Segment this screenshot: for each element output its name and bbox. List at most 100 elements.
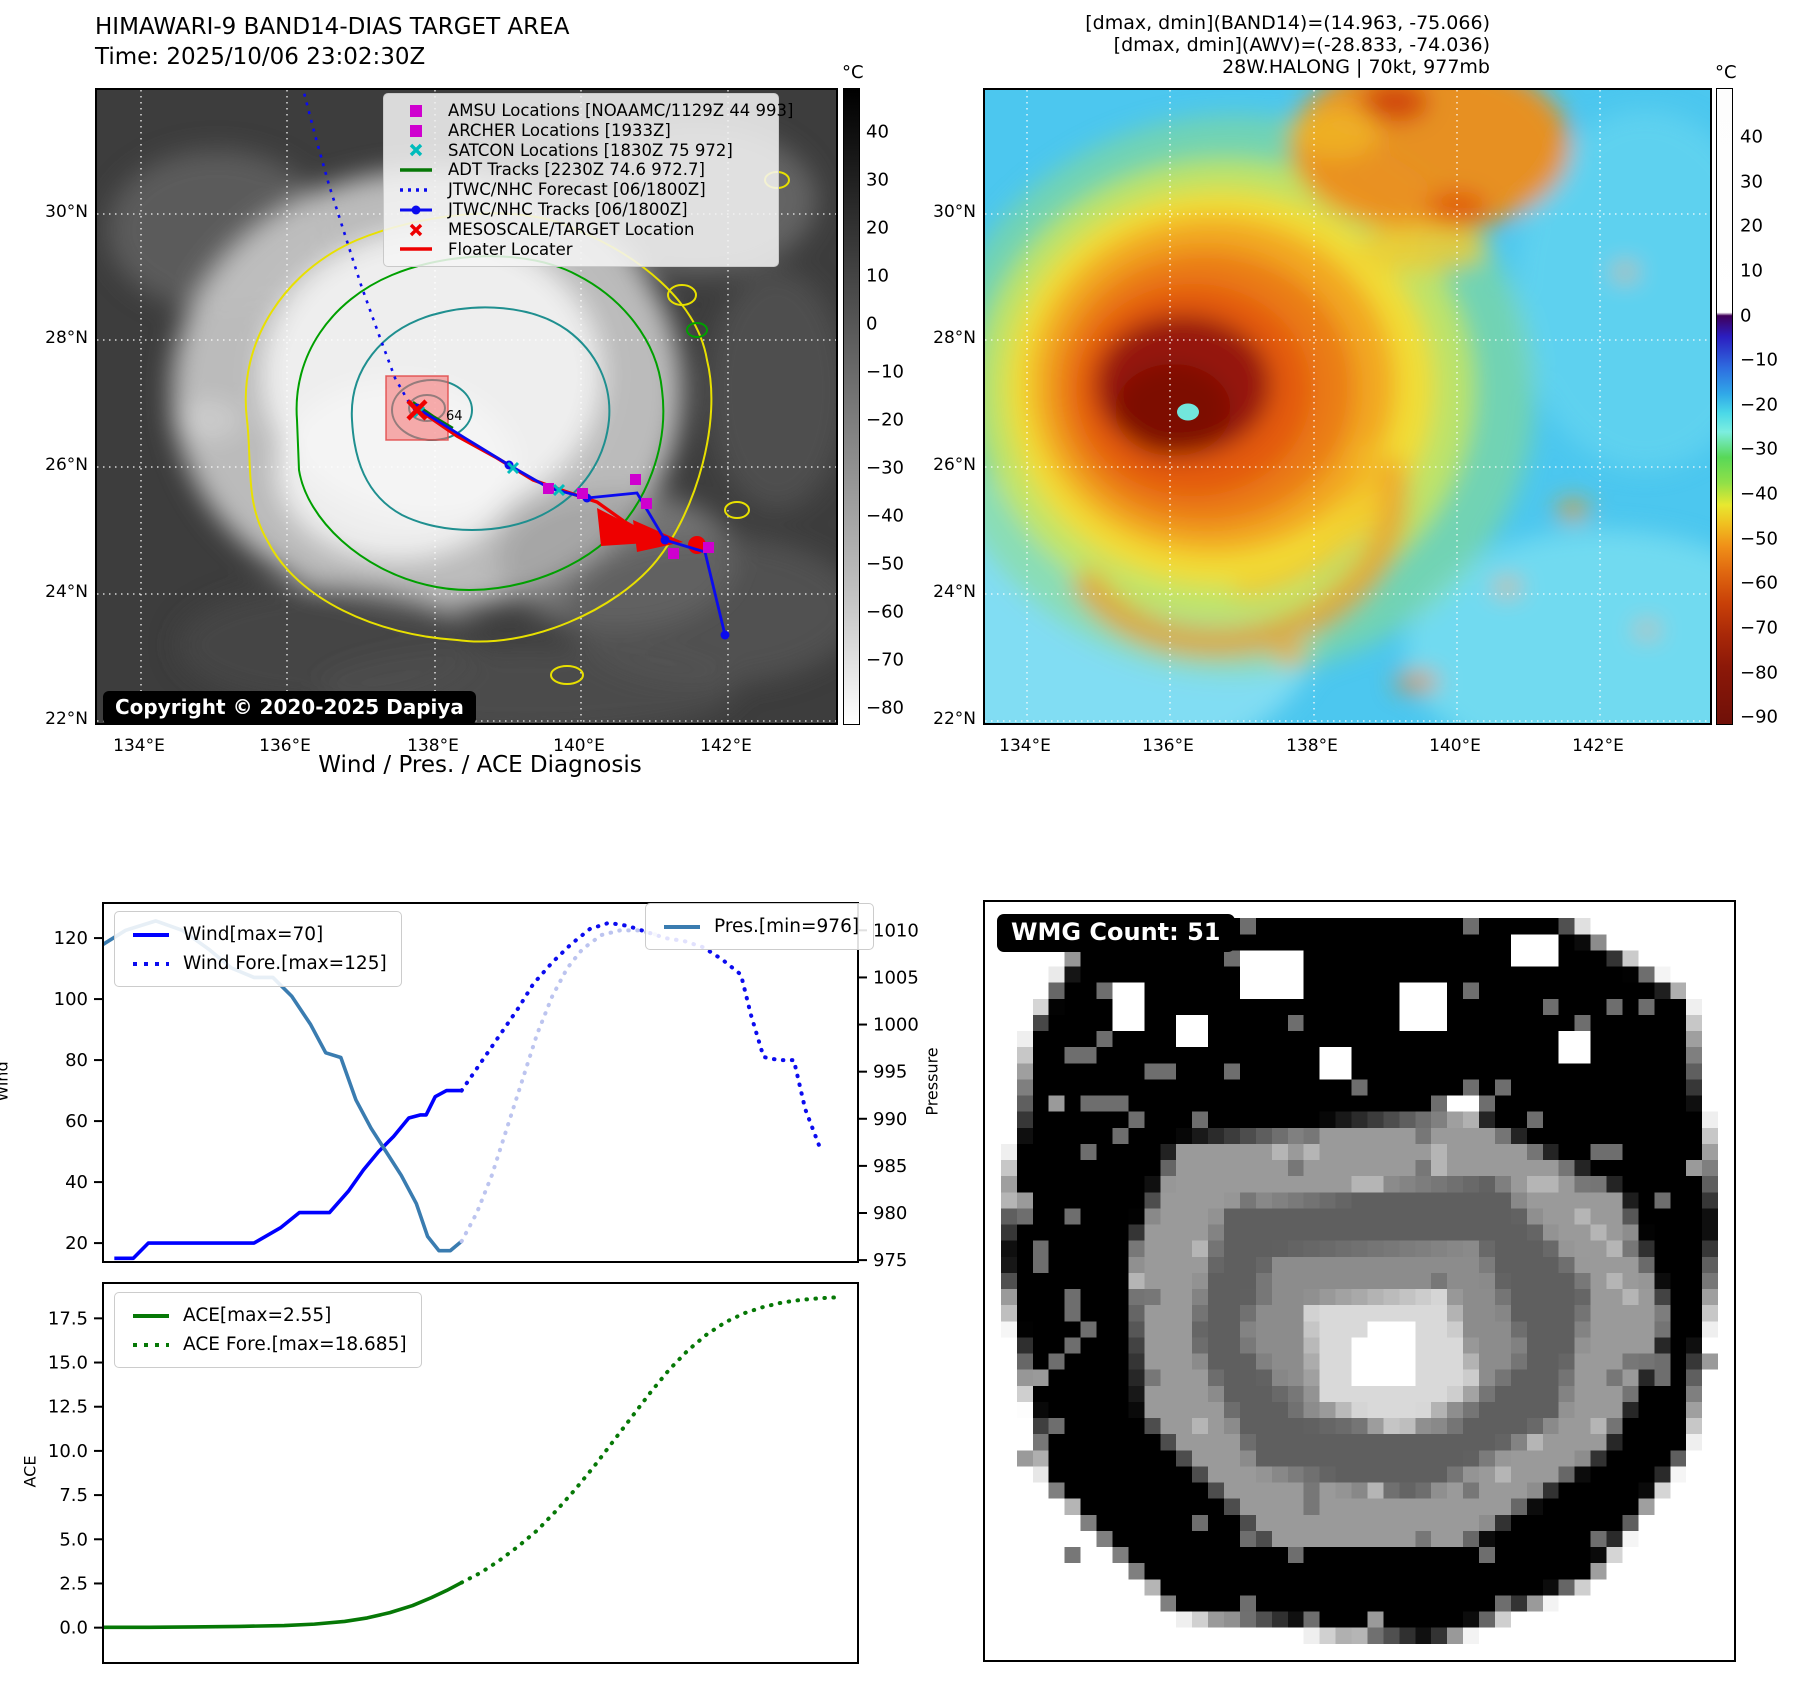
colorbar-tick-label: −10 xyxy=(866,361,904,383)
band14-header: HIMAWARI-9 BAND14-DIAS TARGET AREA Time:… xyxy=(95,12,569,72)
wind-legend: Wind[max=70] Wind Fore.[max=125] xyxy=(114,911,402,987)
enhanced-ir-field xyxy=(985,90,1710,723)
lat-label: 30°N xyxy=(933,202,976,222)
lon-label: 136°E xyxy=(259,736,311,756)
lat-label: 30°N xyxy=(45,202,88,222)
y-tick-label: 15.0 xyxy=(48,1353,88,1374)
awv-colorbar xyxy=(1716,88,1733,725)
line-marker-icon xyxy=(394,183,438,197)
legend-item-label: Floater Locater xyxy=(448,239,573,259)
colorbar-tick-label: −70 xyxy=(866,649,904,671)
wind-line-swatch xyxy=(129,931,173,939)
legend-item-label: MESOSCALE/TARGET Location xyxy=(448,219,695,239)
ace-ylabel: ACE xyxy=(20,1455,40,1488)
wind-fore-swatch xyxy=(129,960,173,968)
square-marker-icon xyxy=(394,104,438,118)
graticule xyxy=(985,90,1710,723)
colorbar-tick-label: −70 xyxy=(1740,617,1778,639)
line-marker-icon xyxy=(394,242,438,256)
lon-label: 142°E xyxy=(1572,736,1624,756)
y-tick-label: 20 xyxy=(65,1233,88,1254)
colorbar-tick-label: −20 xyxy=(1740,394,1778,416)
series-pres-fore- xyxy=(459,928,660,1244)
lon-label: 138°E xyxy=(407,736,459,756)
series-ace-max-2-55- xyxy=(103,1580,463,1630)
lon-label: 136°E xyxy=(1142,736,1194,756)
lat-label: 26°N xyxy=(933,455,976,475)
storm-eye xyxy=(1177,403,1199,421)
band14-legend: AMSU Locations [NOAAMC/1129Z 44 993] ARCH… xyxy=(383,93,794,268)
legend-item: JTWC/NHC Tracks [06/1800Z] xyxy=(394,200,766,220)
colorbar-tick-label: 0 xyxy=(1740,305,1752,327)
colorbar-tick-label: −30 xyxy=(1740,438,1778,460)
wind-ylabel: Wind xyxy=(0,1061,12,1102)
ace-line-swatch xyxy=(129,1312,173,1320)
line-marker-icon xyxy=(394,203,438,217)
line-marker-icon xyxy=(394,163,438,177)
legend-item-label: AMSU Locations [NOAAMC/1129Z 44 993] xyxy=(448,101,794,120)
x-marker-icon xyxy=(394,143,438,157)
colorbar-tick-label: −80 xyxy=(1740,662,1778,684)
dmax-dmin-awv: [dmax, dmin](AWV)=(-28.833, -74.036) xyxy=(1113,34,1490,56)
lat-label: 28°N xyxy=(45,328,88,348)
diagnosis-title: Wind / Pres. / ACE Diagnosis xyxy=(318,752,642,778)
y-tick-label: 12.5 xyxy=(48,1397,88,1418)
awv-colorbar-unit: °C xyxy=(1715,62,1737,83)
series-ace-fore-max-18-685- xyxy=(459,1295,838,1585)
awv-map xyxy=(983,88,1712,725)
plot-border xyxy=(102,1282,859,1664)
band14-title: HIMAWARI-9 BAND14-DIAS TARGET AREA xyxy=(95,14,570,40)
y-tick-label: 120 xyxy=(54,928,88,949)
y-tick-label: 1005 xyxy=(873,967,919,988)
wmg-pixel-image xyxy=(985,902,1734,1660)
colorbar-tick-label: −30 xyxy=(866,457,904,479)
plot-border xyxy=(102,902,859,1263)
colorbar-tick-label: 20 xyxy=(1740,215,1763,237)
x-marker-icon xyxy=(394,223,438,237)
y-tick-label: 975 xyxy=(873,1250,907,1271)
y-tick-label: 995 xyxy=(873,1062,907,1083)
lon-label: 140°E xyxy=(1429,736,1481,756)
y-tick-label: 2.5 xyxy=(59,1573,88,1594)
colorbar-tick-label: 0 xyxy=(866,313,878,335)
lon-label: 142°E xyxy=(700,736,752,756)
y-tick-label: 40 xyxy=(65,1172,88,1193)
lat-label: 24°N xyxy=(933,582,976,602)
pres-line-swatch xyxy=(660,923,704,931)
legend-item: ARCHER Locations [1933Z] xyxy=(394,121,766,141)
colorbar-tick-label: −40 xyxy=(1740,483,1778,505)
lon-label: 140°E xyxy=(553,736,605,756)
lon-label: 134°E xyxy=(113,736,165,756)
legend-item: ADT Tracks [2230Z 74.6 972.7] xyxy=(394,160,766,180)
ace-fore-legend-label: ACE Fore.[max=18.685] xyxy=(183,1334,407,1355)
ace-fore-swatch xyxy=(129,1341,173,1349)
series-wind-max-70- xyxy=(114,1088,462,1261)
colorbar-tick-label: −10 xyxy=(1740,349,1778,371)
legend-item: MESOSCALE/TARGET Location xyxy=(394,220,766,240)
lat-label: 22°N xyxy=(933,709,976,729)
y-tick-label: 990 xyxy=(873,1109,907,1130)
y-tick-label: 17.5 xyxy=(48,1308,88,1329)
series-wind-fore-max-125- xyxy=(459,920,823,1151)
colorbar-tick-label: 10 xyxy=(1740,260,1763,282)
y-tick-label: 7.5 xyxy=(59,1485,88,1506)
cloud-field xyxy=(107,125,836,723)
colorbar-tick-label: 40 xyxy=(1740,126,1763,148)
colorbar-tick-label: −40 xyxy=(866,505,904,527)
contour-value-label: 64 xyxy=(446,409,463,424)
amsu-archer-markers xyxy=(543,474,714,559)
ace-legend: ACE[max=2.55] ACE Fore.[max=18.685] xyxy=(114,1292,422,1368)
y-tick-label: 5.0 xyxy=(59,1529,88,1550)
lat-label: 24°N xyxy=(45,582,88,602)
mesoscale-x-icon xyxy=(406,399,428,421)
wind-legend-label: Wind[max=70] xyxy=(183,924,324,945)
lon-label: 134°E xyxy=(999,736,1051,756)
awv-satellite-art xyxy=(985,90,1710,723)
colorbar-tick-label: 40 xyxy=(866,121,889,143)
colorbar-tick-label: −20 xyxy=(866,409,904,431)
awv-header: [dmax, dmin](BAND14)=(14.963, -75.066) [… xyxy=(1085,12,1490,78)
lat-label: 28°N xyxy=(933,328,976,348)
y-tick-label: 985 xyxy=(873,1156,907,1177)
y-tick-label: 980 xyxy=(873,1203,907,1224)
ace-legend-label: ACE[max=2.55] xyxy=(183,1305,332,1326)
